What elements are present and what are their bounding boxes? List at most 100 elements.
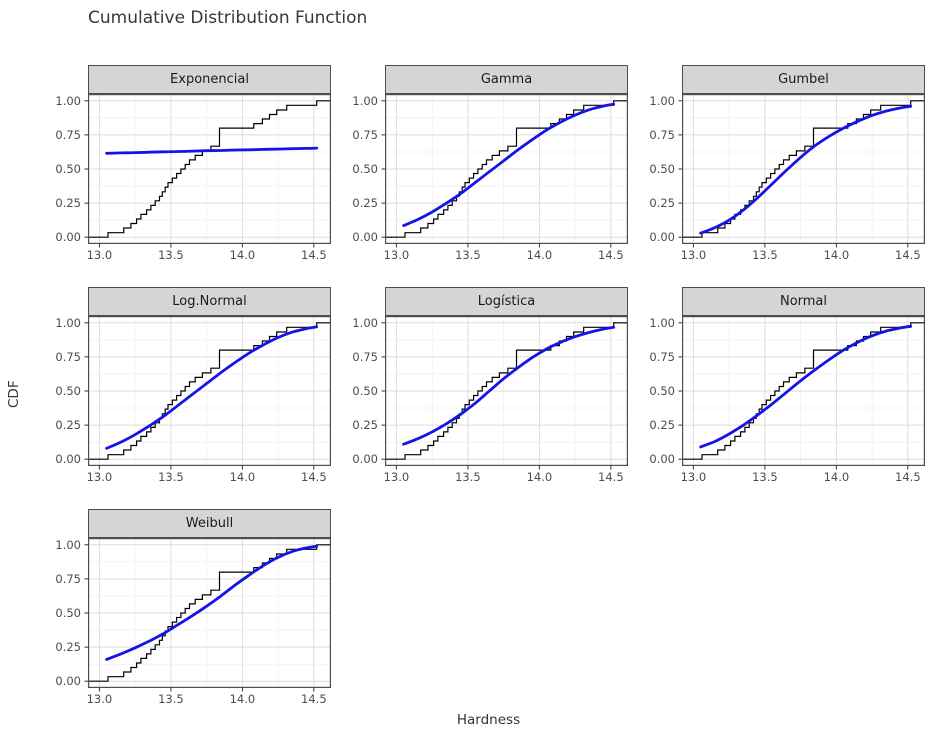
y-tick-label: 0.00 (55, 674, 81, 689)
panel-log-normal (84, 316, 332, 470)
y-tick-label: 0.75 (55, 349, 81, 364)
y-tick-label: 0.75 (649, 349, 675, 364)
y-tick-label: 1.00 (55, 537, 81, 552)
y-tick-label: 0.50 (352, 384, 378, 398)
y-axis-tick-labels: 0.00 0.25 0.50 0.75 1.00 (349, 316, 385, 466)
facet-strip-log-normal: Log.Normal (88, 287, 331, 316)
x-axis-tick-labels: 13.0 13.5 14.0 14.5 (680, 244, 925, 262)
panel-weibull (84, 538, 332, 692)
y-axis-tick-labels: 0.00 0.25 0.50 0.75 1.00 (349, 94, 385, 244)
x-axis-tick-labels: 13.0 13.5 14.0 14.5 (383, 244, 628, 262)
x-tick-label: 13.0 (680, 470, 707, 484)
y-tick-label: 0.50 (649, 162, 675, 176)
y-axis-title: CDF (6, 380, 22, 408)
y-tick-label: 0.25 (352, 196, 378, 211)
facet-strip-exponencial: Exponencial (88, 65, 331, 94)
y-axis-tick-labels: 0.00 0.25 0.50 0.75 1.00 (646, 94, 682, 244)
x-tick-label: 14.0 (526, 470, 553, 484)
x-tick-label: 13.5 (158, 248, 184, 262)
facet-strip-normal: Normal (682, 287, 925, 316)
y-tick-label: 0.75 (649, 127, 675, 142)
fitted-cdf-curve-log-stica (402, 325, 616, 446)
fitted-cdf-curve-gumbel (699, 104, 913, 235)
y-tick-label: 1.00 (55, 93, 81, 108)
x-tick-label: 14.5 (895, 470, 921, 484)
x-tick-label: 13.0 (383, 248, 410, 262)
fitted-cdf-curve-normal (699, 324, 913, 449)
facet-strip-label: Weibull (185, 516, 234, 531)
x-tick-label: 13.5 (752, 470, 778, 484)
x-axis-tick-labels: 13.0 13.5 14.0 14.5 (86, 244, 331, 262)
panel-exponencial (84, 94, 332, 248)
y-axis-tick-labels: 0.00 0.25 0.50 0.75 1.00 (646, 316, 682, 466)
y-tick-label: 0.75 (55, 571, 81, 586)
facet-cell-log-stica: 0.00 0.25 0.50 0.75 1.00 Logística 13.0 13.5 14.… (349, 287, 629, 484)
figure-title: Cumulative Distribution Function (88, 8, 368, 28)
y-tick-label: 0.25 (649, 418, 675, 433)
y-tick-label: 0.50 (55, 384, 81, 398)
x-tick-label: 13.5 (752, 248, 778, 262)
x-tick-label: 14.5 (301, 470, 327, 484)
facet-strip-label: Gamma (480, 72, 533, 87)
fitted-cdf-curve-weibull (105, 544, 319, 661)
facet-strip-label: Normal (779, 294, 828, 309)
ecdf-step-line (88, 322, 331, 460)
x-tick-label: 14.5 (301, 692, 327, 706)
x-tick-label: 14.5 (598, 248, 624, 262)
y-tick-label: 0.00 (352, 452, 378, 467)
facet-strip-label: Gumbel (778, 72, 829, 87)
facet-strip-weibull: Weibull (88, 509, 331, 538)
y-tick-label: 1.00 (352, 315, 378, 330)
x-tick-label: 13.0 (680, 248, 707, 262)
y-tick-label: 0.25 (55, 640, 81, 655)
y-tick-label: 0.75 (352, 127, 378, 142)
y-axis-tick-labels: 0.00 0.25 0.50 0.75 1.00 (52, 538, 88, 688)
x-axis-tick-labels: 13.0 13.5 14.0 14.5 (86, 466, 331, 484)
ecdf-step-line (88, 100, 331, 238)
x-tick-label: 13.0 (383, 470, 410, 484)
fitted-cdf-curve-log-normal (105, 325, 319, 450)
facet-strip-gumbel: Gumbel (682, 65, 925, 94)
facet-cell-gumbel: 0.00 0.25 0.50 0.75 1.00 Gumbel 13.0 13.5 14.0 14… (646, 65, 926, 262)
x-tick-label: 14.5 (301, 248, 327, 262)
facet-strip-label: Log.Normal (172, 294, 247, 309)
x-tick-label: 14.5 (895, 248, 921, 262)
facet-cell-weibull: 0.00 0.25 0.50 0.75 1.00 Weibull 13.0 13.5 14.0 1… (52, 509, 332, 706)
y-tick-label: 0.25 (352, 418, 378, 433)
fitted-cdf-curve-exponencial (105, 146, 319, 155)
y-tick-label: 1.00 (55, 315, 81, 330)
facet-cell-normal: 0.00 0.25 0.50 0.75 1.00 Normal 13.0 13.5 14.0 14… (646, 287, 926, 484)
y-tick-label: 0.00 (55, 452, 81, 467)
facet-grid: 0.00 0.25 0.50 0.75 1.00 Exponencial 13.0 13.5 1… (52, 65, 926, 706)
x-tick-label: 13.5 (158, 470, 184, 484)
facet-strip-label: Logística (477, 294, 536, 309)
x-tick-label: 13.0 (86, 248, 113, 262)
y-tick-label: 0.75 (55, 127, 81, 142)
y-tick-label: 0.25 (55, 196, 81, 211)
panel-log-stica (381, 316, 629, 470)
x-tick-label: 13.0 (86, 470, 113, 484)
ecdf-step-line (88, 544, 331, 682)
y-tick-label: 1.00 (649, 315, 675, 330)
facet-cell-gamma: 0.00 0.25 0.50 0.75 1.00 Gamma 13.0 13.5 14.0 14.… (349, 65, 629, 262)
x-tick-label: 14.0 (823, 470, 850, 484)
facet-cell-exponencial: 0.00 0.25 0.50 0.75 1.00 Exponencial 13.0 13.5 1… (52, 65, 332, 262)
facet-cell-log-normal: 0.00 0.25 0.50 0.75 1.00 Log.Normal 13.0 13.5 14… (52, 287, 332, 484)
x-axis-tick-labels: 13.0 13.5 14.0 14.5 (383, 466, 628, 484)
y-tick-label: 0.25 (649, 196, 675, 211)
y-axis-tick-labels: 0.00 0.25 0.50 0.75 1.00 (52, 94, 88, 244)
x-tick-label: 13.5 (455, 470, 481, 484)
facet-strip-log-stica: Logística (385, 287, 628, 316)
y-tick-label: 0.00 (649, 452, 675, 467)
panel-gumbel (678, 94, 926, 248)
y-tick-label: 1.00 (352, 93, 378, 108)
x-tick-label: 13.5 (455, 248, 481, 262)
y-tick-label: 0.50 (55, 606, 81, 620)
x-tick-label: 14.0 (823, 248, 850, 262)
facet-strip-gamma: Gamma (385, 65, 628, 94)
y-tick-label: 0.00 (55, 230, 81, 245)
x-axis-tick-labels: 13.0 13.5 14.0 14.5 (87, 688, 331, 706)
facet-strip-label: Exponencial (170, 72, 249, 87)
y-tick-label: 1.00 (649, 93, 675, 108)
